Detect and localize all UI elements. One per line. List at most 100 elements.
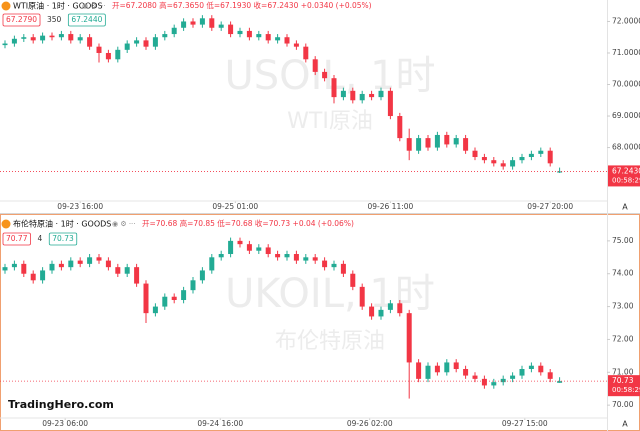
candle-body bbox=[331, 263, 337, 268]
watermark-symbol: UKOIL, 1时 bbox=[225, 271, 435, 317]
candle-body bbox=[350, 273, 356, 287]
candle-body bbox=[510, 375, 516, 379]
candle-body bbox=[500, 163, 506, 167]
candle-body bbox=[49, 35, 55, 38]
candle-body bbox=[11, 263, 17, 268]
candle-body bbox=[87, 37, 93, 47]
candle-body bbox=[406, 313, 412, 363]
candle-body bbox=[284, 37, 290, 44]
last-price-box bbox=[608, 375, 640, 397]
quote-box[interactable] bbox=[48, 232, 78, 246]
y-tick-label: 70.00 bbox=[612, 400, 634, 409]
candle-body bbox=[491, 382, 497, 386]
candle-body bbox=[68, 34, 74, 41]
candle-body bbox=[547, 150, 553, 164]
candle-body bbox=[359, 286, 365, 307]
watermark-symbol: USOIL, 1时 bbox=[224, 53, 435, 99]
candle-body bbox=[77, 37, 83, 41]
quote-box[interactable] bbox=[2, 13, 41, 27]
candle-body bbox=[134, 267, 140, 284]
candle-body bbox=[171, 27, 177, 35]
logo: TradingHero.com bbox=[8, 398, 114, 411]
y-tick-label: 69.0000 bbox=[612, 111, 640, 120]
candle-body bbox=[124, 267, 130, 274]
quote-buy: 67.2440 bbox=[71, 15, 102, 24]
candle-body bbox=[237, 30, 243, 35]
last-price-label: 67.2430 bbox=[612, 166, 640, 175]
candle-body bbox=[500, 378, 506, 383]
candle-body bbox=[510, 160, 516, 167]
candle-body bbox=[2, 267, 8, 271]
candle-body bbox=[453, 362, 459, 370]
candle-body bbox=[21, 37, 27, 39]
candle-body bbox=[369, 306, 375, 317]
candle-body bbox=[181, 290, 187, 301]
candle-body bbox=[228, 240, 234, 255]
quote-box[interactable] bbox=[2, 232, 31, 246]
x-tick-label: 09-26 02:00 bbox=[347, 419, 393, 428]
candle-body bbox=[425, 138, 431, 148]
candle-body bbox=[105, 260, 111, 268]
candle-body bbox=[143, 283, 149, 314]
y-tick-label: 68.0000 bbox=[612, 143, 640, 152]
candle-body bbox=[303, 257, 309, 261]
candle-body bbox=[115, 267, 121, 274]
candle-body bbox=[209, 257, 215, 271]
candle-body bbox=[519, 157, 525, 161]
candle-body bbox=[397, 303, 403, 314]
x-tick-label: 09-26 11:00 bbox=[368, 202, 414, 211]
candle-body bbox=[199, 270, 205, 281]
candle-body bbox=[491, 160, 497, 164]
y-tick-label: 70.0000 bbox=[612, 80, 640, 89]
candle-body bbox=[481, 378, 487, 386]
x-tick-label: 09-27 15:00 bbox=[502, 419, 548, 428]
candle-body bbox=[11, 38, 17, 44]
candle-body bbox=[293, 254, 299, 261]
candle-body bbox=[387, 90, 393, 117]
x-tick-label: 09-24 16:00 bbox=[197, 419, 243, 428]
candle-body bbox=[434, 134, 440, 148]
candle-body bbox=[2, 43, 8, 46]
countdown: 00:58:29 bbox=[612, 176, 640, 184]
candle-body bbox=[463, 138, 469, 151]
candle-body bbox=[528, 153, 534, 158]
x-tick-label: 09-23 16:00 bbox=[57, 202, 103, 211]
x-tick-label: 09-25 01:00 bbox=[212, 202, 258, 211]
y-tick-label: 72.0000 bbox=[612, 16, 640, 25]
last-price-label: 70.73 bbox=[612, 376, 634, 385]
candle-body bbox=[105, 52, 111, 60]
candle-body bbox=[256, 34, 262, 38]
ohlc-summary: 开=67.2080 高=67.3650 低=67.1930 收=67.2430 … bbox=[112, 0, 372, 10]
quote-box[interactable] bbox=[67, 13, 106, 27]
scale-button[interactable]: A bbox=[622, 420, 628, 429]
candle-body bbox=[115, 49, 121, 60]
candle-body bbox=[265, 247, 271, 255]
candle-body bbox=[246, 30, 252, 38]
candle-body bbox=[434, 365, 440, 373]
candle-body bbox=[350, 90, 356, 101]
candle-body bbox=[87, 257, 93, 264]
header-icons: ◉ ⚙ ··· bbox=[82, 2, 106, 10]
candle-body bbox=[21, 263, 27, 274]
candle-body bbox=[472, 150, 478, 158]
candle-body bbox=[312, 257, 318, 261]
candle-body bbox=[453, 138, 459, 145]
y-tick-label: 71.0000 bbox=[612, 48, 640, 57]
scale-button[interactable]: A bbox=[622, 203, 628, 212]
quote-sell: 70.77 bbox=[6, 234, 28, 243]
candle-body bbox=[359, 93, 365, 101]
candle-body bbox=[369, 93, 375, 98]
candle-body bbox=[378, 90, 384, 98]
candle-body bbox=[124, 43, 130, 50]
candle-body bbox=[237, 240, 243, 245]
candle-body bbox=[199, 18, 205, 25]
candle-body bbox=[340, 90, 346, 98]
candle-body bbox=[557, 381, 563, 383]
candle-body bbox=[49, 263, 55, 271]
candle-body bbox=[218, 24, 224, 28]
y-tick-label: 71.00 bbox=[612, 367, 634, 376]
ohlc-summary: 开=70.68 高=70.85 低=70.68 收=70.73 +0.04 (+… bbox=[142, 218, 354, 228]
candle-body bbox=[265, 34, 271, 41]
